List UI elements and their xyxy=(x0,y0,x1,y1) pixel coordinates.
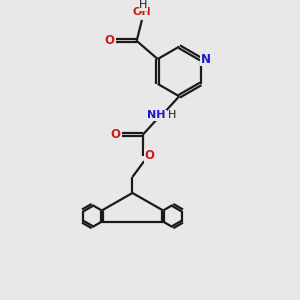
Text: NH: NH xyxy=(148,110,166,120)
Text: H: H xyxy=(139,0,148,10)
Text: N: N xyxy=(201,52,211,65)
Text: O: O xyxy=(110,128,120,141)
Text: O: O xyxy=(144,149,154,162)
Text: OH: OH xyxy=(133,7,151,17)
Text: O: O xyxy=(104,34,114,47)
Text: H: H xyxy=(168,110,177,120)
